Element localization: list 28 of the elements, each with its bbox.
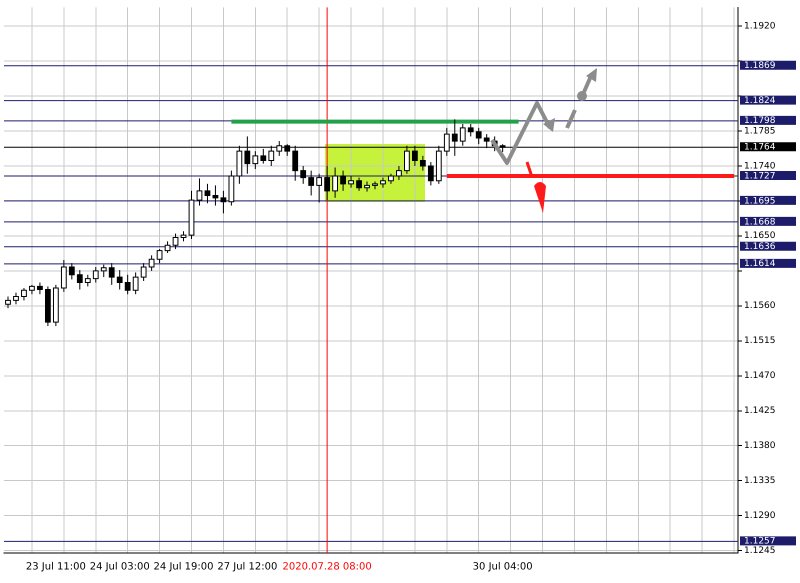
y-tick-label: 1.1515	[744, 336, 776, 346]
y-tick-label: 1.1425	[744, 406, 776, 416]
y-tick-label: 1.1650	[744, 231, 776, 242]
ref-line-label: 1.1636	[744, 242, 776, 252]
y-tick-label: 1.1470	[744, 371, 776, 382]
ref-line-label: 1.1257	[744, 536, 776, 547]
ref-line-label: 1.1614	[744, 259, 776, 270]
ref-line-label: 1.1668	[744, 217, 776, 228]
x-tick-label: 24 Jul 19:00	[154, 562, 214, 573]
x-tick-label: 23 Jul 11:00	[26, 562, 86, 573]
y-tick-label: 1.1380	[744, 441, 776, 452]
y-tick-label: 1.1245	[744, 546, 776, 556]
ref-line-label: 1.1798	[744, 116, 776, 126]
y-tick-label: 1.1290	[744, 511, 776, 522]
y-tick-label: 1.1560	[744, 301, 776, 312]
ref-line-label: 1.1727	[744, 171, 776, 182]
ref-line-label: 1.1824	[744, 96, 776, 106]
x-tick-label: 2020.07.28 08:00	[282, 562, 372, 573]
y-tick-label: 1.1740	[744, 161, 776, 172]
x-tick-label: 24 Jul 03:00	[90, 562, 150, 573]
ref-line-label: 1.1764	[744, 142, 776, 153]
y-tick-label: 1.1335	[744, 476, 776, 486]
y-tick-label: 1.1785	[744, 126, 776, 136]
ref-line-label: 1.1869	[744, 61, 776, 72]
x-tick-label: 27 Jul 12:00	[217, 562, 278, 573]
ref-line-label: 1.1695	[744, 196, 776, 206]
x-tick-label: 30 Jul 04:00	[472, 562, 533, 573]
y-tick-label: 1.1920	[744, 21, 776, 32]
